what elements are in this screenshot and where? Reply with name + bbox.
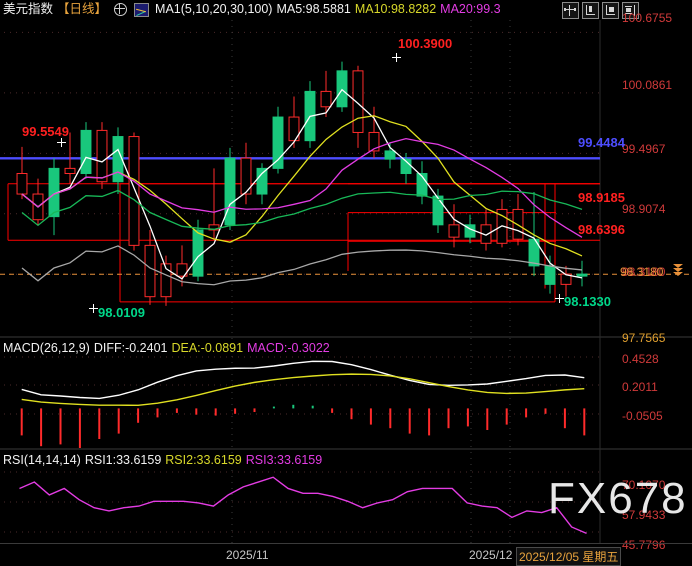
rsi-panel-header: RSI(14,14,14) RSI1:33.6159 RSI2:33.6159 … xyxy=(3,452,322,469)
high-peak-label: 100.3900 xyxy=(398,36,453,51)
low-left-label: 98.0109 xyxy=(98,305,145,320)
macd-macd: MACD:-0.3022 xyxy=(247,341,330,355)
fit-vertical-icon[interactable] xyxy=(582,2,599,19)
resistance-red2-label: 98.6396 xyxy=(578,222,625,237)
pan-move-icon[interactable] xyxy=(562,2,579,19)
fit-left-icon[interactable] xyxy=(602,2,619,19)
current-price-label: 98.3180 xyxy=(620,265,664,279)
macd-axis-label-2: -0.0505 xyxy=(622,409,663,423)
date-tick-0: 2025/11 xyxy=(226,548,269,562)
rsi-axis-label-1: 57.9433 xyxy=(622,508,666,522)
high-left-label: 99.5549 xyxy=(22,124,69,139)
date-selected[interactable]: 2025/12/05 星期五 xyxy=(516,547,622,566)
macd-panel-header: MACD(26,12,9) DIFF:-0.2401 DEA:-0.0891 M… xyxy=(3,340,330,357)
low-left-marker xyxy=(89,304,98,313)
macd-axis-label-1: 0.2011 xyxy=(622,380,658,394)
ma-params-label: MA1(5,10,20,30,100) xyxy=(155,2,273,16)
fit-right-icon[interactable] xyxy=(622,2,639,19)
current-price-arrow-icon xyxy=(673,264,683,276)
price-axis-label-0: 100.6755 xyxy=(622,11,673,25)
chart-toolbar[interactable] xyxy=(562,2,639,19)
watermark: FX678 xyxy=(548,474,688,523)
macd-axis-label-0: 0.4528 xyxy=(622,352,659,366)
macd-title: MACD(26,12,9) xyxy=(3,341,90,355)
macd-diff: DIFF:-0.2401 xyxy=(93,341,168,355)
ma-indicator-icon[interactable] xyxy=(134,2,150,17)
ma5-value: MA5:98.5881 xyxy=(276,2,351,16)
rsi3-value: RSI3:33.6159 xyxy=(245,453,323,467)
high-left-marker xyxy=(57,138,66,147)
ma10-value: MA10:98.8282 xyxy=(354,2,437,16)
low-right-marker xyxy=(555,294,564,303)
rsi2-value: RSI2:33.6159 xyxy=(165,453,242,467)
symbol-name: 美元指数 xyxy=(3,2,54,16)
resistance-blue-label: 99.4484 xyxy=(578,135,625,150)
chart-header: 美元指数 【日线】 MA1(5,10,20,30,100) MA5:98.588… xyxy=(0,0,692,19)
rsi1-value: RSI1:33.6159 xyxy=(84,453,162,467)
crosshair-circle-icon[interactable] xyxy=(114,3,128,16)
macd-dea: DEA:-0.0891 xyxy=(171,341,244,355)
price-axis-label-4: 98.3180 xyxy=(622,265,666,279)
rsi-axis-label-2: 45.7796 xyxy=(622,538,666,552)
rsi-title: RSI(14,14,14) xyxy=(3,453,81,467)
price-axis-label-1: 100.0861 xyxy=(622,78,673,92)
period-label[interactable]: 【日线】 xyxy=(57,2,108,16)
date-axis-separator xyxy=(0,543,692,544)
price-axis-label-5: 97.7565 xyxy=(622,331,666,345)
rsi-axis-label-0: 70.1070 xyxy=(622,478,666,492)
date-tick-1: 2025/12 xyxy=(469,548,513,562)
ma20-value: MA20:99.3 xyxy=(440,2,501,16)
low-right-label: 98.1330 xyxy=(564,294,611,309)
resistance-red1-label: 98.9185 xyxy=(578,190,625,205)
price-axis-label-3: 98.9074 xyxy=(622,202,666,216)
high-peak-marker xyxy=(392,53,401,62)
price-axis-label-2: 99.4967 xyxy=(622,142,666,156)
